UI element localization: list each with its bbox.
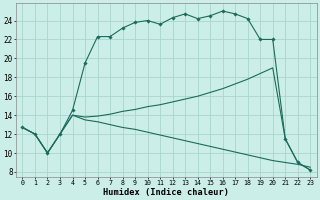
X-axis label: Humidex (Indice chaleur): Humidex (Indice chaleur) [103, 188, 229, 197]
